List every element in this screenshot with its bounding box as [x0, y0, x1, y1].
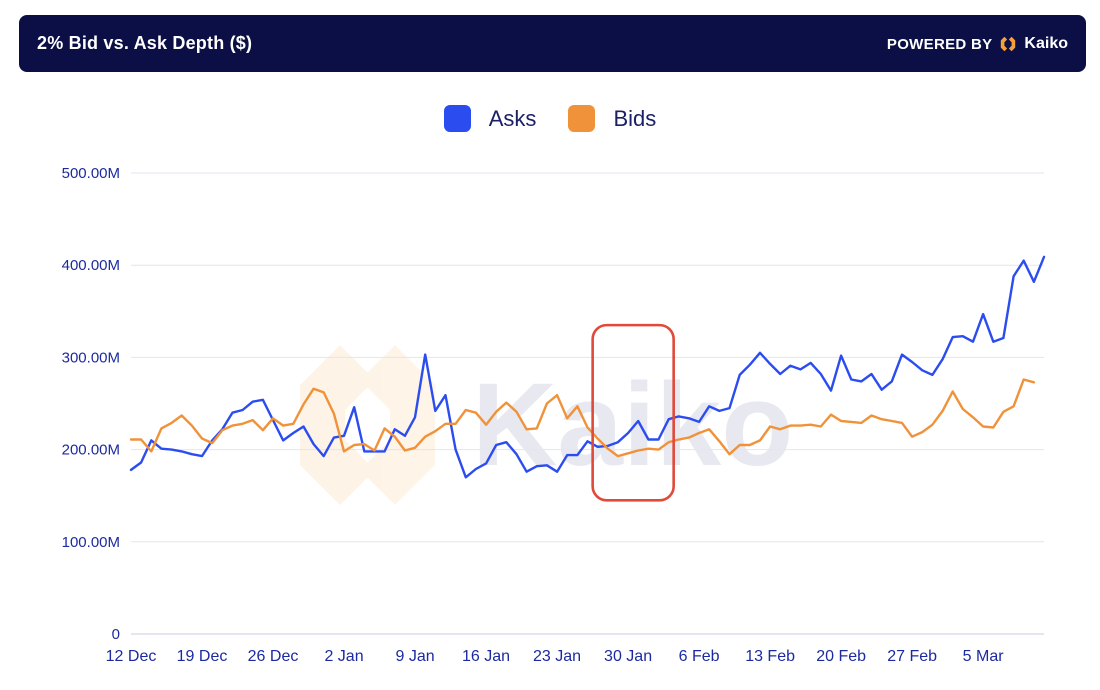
legend-swatch-asks	[443, 105, 471, 132]
x-tick-label: 16 Jan	[462, 648, 510, 665]
y-tick-label: 500.00M	[62, 165, 120, 182]
x-tick-label: 27 Feb	[887, 648, 937, 665]
highlight-box	[591, 323, 675, 502]
legend-label-bids: Bids	[613, 105, 657, 131]
brand-name: Kaiko	[1024, 35, 1068, 52]
brand-credit: POWERED BY Kaiko	[887, 35, 1068, 53]
legend-swatch-bids	[568, 105, 596, 132]
y-tick-label: 300.00M	[62, 349, 120, 366]
x-tick-label: 23 Jan	[533, 648, 581, 665]
legend-item-bids[interactable]: Bids	[568, 105, 656, 132]
x-tick-label: 9 Jan	[395, 648, 434, 665]
series-line-bids	[129, 378, 1036, 458]
chart-legend: Asks Bids	[0, 105, 1100, 132]
x-tick-label: 12 Dec	[106, 648, 157, 665]
y-tick-label: 100.00M	[62, 534, 120, 551]
y-tick-label: 400.00M	[62, 257, 120, 274]
chart-title: 2% Bid vs. Ask Depth ($)	[37, 33, 253, 53]
legend-label-asks: Asks	[488, 105, 537, 131]
kaiko-logo-icon	[1001, 36, 1016, 52]
x-tick-label: 26 Dec	[248, 648, 299, 665]
annotations	[591, 323, 675, 502]
x-tick-label: 30 Jan	[604, 648, 652, 665]
x-axis-ticks: 12 Dec 19 Dec 26 Dec 2 Jan 9 Jan 16 Jan 23 Jan…	[106, 648, 1005, 665]
x-tick-label: 6 Feb	[679, 648, 720, 665]
watermark-icon-right	[360, 345, 435, 505]
x-tick-label: 20 Feb	[816, 648, 866, 665]
watermark-icon	[300, 345, 435, 505]
series-line-asks	[129, 255, 1046, 479]
watermark: Kaiko	[300, 345, 793, 505]
x-tick-label: 13 Feb	[745, 648, 795, 665]
y-axis-ticks: 0 100.00M 200.00M 300.00M 400.00M 500.00M	[62, 165, 120, 643]
legend-item-asks[interactable]: Asks	[443, 105, 537, 132]
grid-lines	[131, 172, 1044, 635]
y-tick-label: 200.00M	[62, 442, 120, 459]
chart-header: 2% Bid vs. Ask Depth ($) POWERED BY Kaik…	[19, 15, 1086, 72]
watermark-text: Kaiko	[472, 359, 793, 491]
x-tick-label: 2 Jan	[324, 648, 363, 665]
y-tick-label: 0	[112, 626, 120, 643]
powered-by-label: POWERED BY	[886, 35, 993, 53]
series-lines	[129, 255, 1046, 479]
x-tick-label: 5 Mar	[963, 648, 1005, 665]
x-tick-label: 19 Dec	[177, 648, 228, 665]
